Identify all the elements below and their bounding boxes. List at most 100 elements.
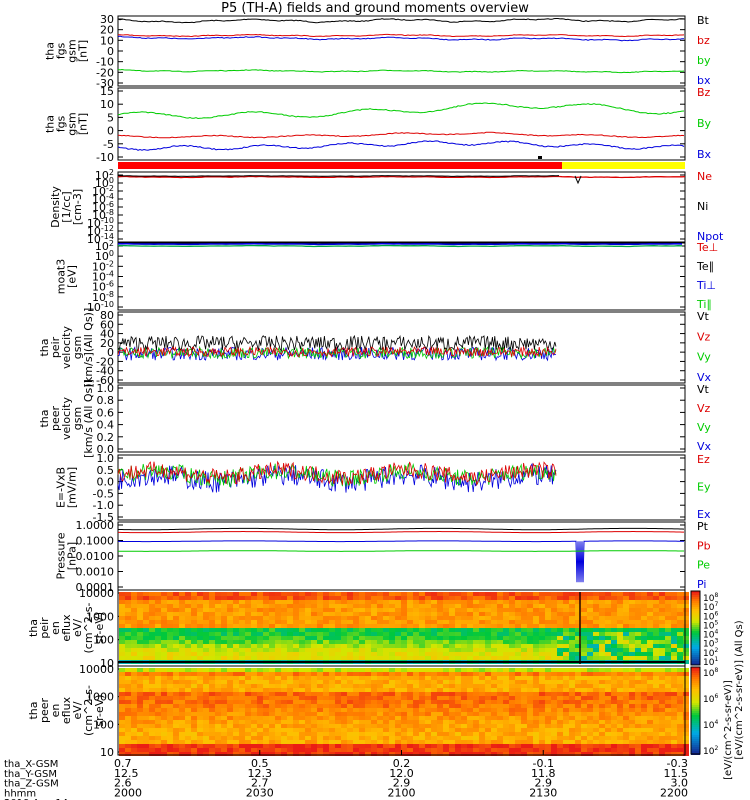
colorbar-tick-top-3: 105 <box>703 619 718 631</box>
y-tick-label-peer_vel-3: 0.4 <box>97 419 115 432</box>
y-tick-label-density-3: 10-4 <box>92 192 114 206</box>
legend-temp-3: Ti∥ <box>696 298 712 311</box>
colorbar-peir <box>691 591 700 665</box>
y-tick-label-temp-2: 10-2 <box>92 259 114 273</box>
panel-frame-fgs_gsm_b <box>117 87 686 161</box>
y-tick-label-peer_vel-4: 0.2 <box>97 431 115 444</box>
y-tick-label-efield-4: -1.0 <box>93 499 114 512</box>
colorbar-tick-top-0: 108 <box>703 592 718 604</box>
legend-fgs_gsm_b-1: By <box>697 117 712 130</box>
legend-efield-0: Ez <box>697 453 710 466</box>
legend-fgs_gsm_b-0: Bz <box>697 86 711 99</box>
legend-density-0: Ne <box>697 170 712 183</box>
y-tick-label-temp-6: 10-10 <box>87 300 114 314</box>
y-tick-label-peir_vel-3: 20 <box>100 337 114 350</box>
colorbar-label-top: [eV/(cm^2-s-sr-eV)] (All Qs) <box>734 620 745 759</box>
colorbar-tick-bottom-1: 106 <box>703 693 718 705</box>
x-row-label-0: tha_X-GSM <box>4 759 58 770</box>
colorbar-peir-frame <box>690 590 701 666</box>
y-tick-label-density-7: 10-12 <box>87 224 114 238</box>
x-row-label-2: tha_Z-GSM <box>4 779 59 790</box>
legend-peer_vel-1: Vz <box>697 402 711 415</box>
y-tick-label-peir_vel-0: 80 <box>100 309 114 322</box>
y-tick-label-peir_vel-7: -60 <box>96 374 114 387</box>
y-tick-label-peer_eflux-1: 1000 <box>86 691 114 704</box>
legend-temp-0: Te⊥ <box>696 241 718 254</box>
y-axis-label-peir_vel: thapeirvelocitygsm[km/s](All Qs)] <box>38 308 95 388</box>
series-Pi <box>118 540 684 583</box>
y-axis-label-peer_vel: thapeervelocitygsm[km/s (All Qs)] <box>38 379 95 458</box>
x-row-label-3: hhmm <box>4 788 36 799</box>
spectrogram-peir-cells <box>119 592 689 664</box>
x-row-label-1: tha_Y-GSM <box>4 769 57 780</box>
series-Bt <box>117 18 685 24</box>
legend-fgs_gsm_b-2: Bx <box>697 148 712 161</box>
legend-peir_vel-2: Vy <box>697 351 711 364</box>
x-label-col1-row2: 2.7 <box>251 777 269 790</box>
colorbar-tick-top-4: 104 <box>703 629 718 641</box>
series-By <box>117 102 685 120</box>
y-tick-label-peer_eflux-2: 100 <box>93 718 114 731</box>
x-label-col0-row1: 12.5 <box>114 767 139 780</box>
x-label-col0-row0: 0.7 <box>114 757 132 770</box>
y-axis-label-peer_eflux: thapeerenefluxeV/(cm^2-s-sr-eV) <box>27 685 106 736</box>
legend-peir_vel-1: Vz <box>697 330 711 343</box>
colorbar-peer <box>691 667 700 755</box>
y-tick-label-pressure-4: 0.0001 <box>76 581 115 594</box>
panel-frame-temp <box>117 242 686 311</box>
y-tick-label-fgs_gsm_b-5: -10 <box>96 151 114 164</box>
x-row-label-4: 2019 Aug 14 <box>4 798 68 800</box>
y-axis-label-peir_eflux: thapeirenefluxeV/(cm^2-s-sr-eV) <box>27 603 106 654</box>
y-tick-label-fgs_gsm_b-4: -5 <box>103 138 114 151</box>
y-tick-label-fgs_gsm_a-2: 10 <box>100 34 114 47</box>
y-tick-label-efield-2: 0.0 <box>97 476 115 489</box>
series-Ez <box>117 460 557 487</box>
legend-peir_vel-3: Vx <box>697 371 712 384</box>
x-label-col1-row0: 0.5 <box>251 757 269 770</box>
series-Te-par <box>117 244 683 248</box>
series-Ni-dip <box>574 175 582 185</box>
colorbar-tick-top-7: 101 <box>703 656 718 668</box>
y-tick-label-fgs_gsm_b-1: 10 <box>100 98 114 111</box>
series-Bz <box>117 131 685 139</box>
panel-frame-peir_vel <box>117 311 686 384</box>
y-tick-label-pressure-1: 0.1000 <box>76 535 115 548</box>
colorbar-tick-bottom-2: 104 <box>703 719 718 731</box>
colorbar-label-bottom: [eV/(cm^2-s-sr-eV)] <box>723 680 734 780</box>
legend-temp-1: Te∥ <box>696 260 714 273</box>
legend-peer_vel-2: Vy <box>697 421 711 434</box>
y-tick-label-temp-1: 100 <box>95 249 114 263</box>
x-label-col3-row0: -0.1 <box>533 757 554 770</box>
y-tick-label-density-0: 102 <box>95 168 114 182</box>
x-label-col1-row3: 2030 <box>246 786 274 799</box>
legend-peer_vel-0: Vt <box>697 383 710 396</box>
y-tick-label-efield-5: -1.5 <box>93 511 114 524</box>
y-tick-label-efield-0: 1.0 <box>97 452 115 465</box>
x-label-col2-row0: 0.2 <box>393 757 411 770</box>
status-bar-red <box>118 162 562 169</box>
y-tick-label-fgs_gsm_b-2: 5 <box>107 111 114 124</box>
series-bx <box>117 35 684 42</box>
y-tick-label-fgs_gsm_b-0: 15 <box>100 85 114 98</box>
x-label-col3-row1: 11.8 <box>531 767 556 780</box>
colorbar-tick-bottom-3: 102 <box>703 745 718 757</box>
spectrogram-peer-cells <box>119 668 689 756</box>
legend-peir_vel-0: Vt <box>697 310 710 323</box>
y-tick-label-peir_eflux-1: 1000 <box>86 610 114 623</box>
y-tick-label-peer_eflux-3: 10 <box>100 746 114 759</box>
colorbar-tick-top-6: 102 <box>703 647 718 659</box>
y-tick-label-density-6: 10-10 <box>87 216 114 230</box>
y-tick-label-density-4: 10-6 <box>92 200 114 214</box>
panel-frame-efield <box>117 454 686 521</box>
series-peir-Vt <box>117 334 557 352</box>
y-tick-label-density-8: 10-14 <box>87 232 114 246</box>
y-tick-label-efield-3: -0.5 <box>93 487 114 500</box>
series-bz <box>118 33 685 38</box>
colorbar-tick-bottom-0: 108 <box>703 667 718 679</box>
y-tick-label-temp-5: 10-8 <box>92 290 114 304</box>
colorbar-tick-top-1: 107 <box>703 601 718 613</box>
y-tick-label-peir_vel-2: 40 <box>100 328 114 341</box>
series-peir-Vy <box>117 345 557 360</box>
x-label-col0-row3: 2000 <box>114 786 142 799</box>
marker-small <box>538 156 542 159</box>
